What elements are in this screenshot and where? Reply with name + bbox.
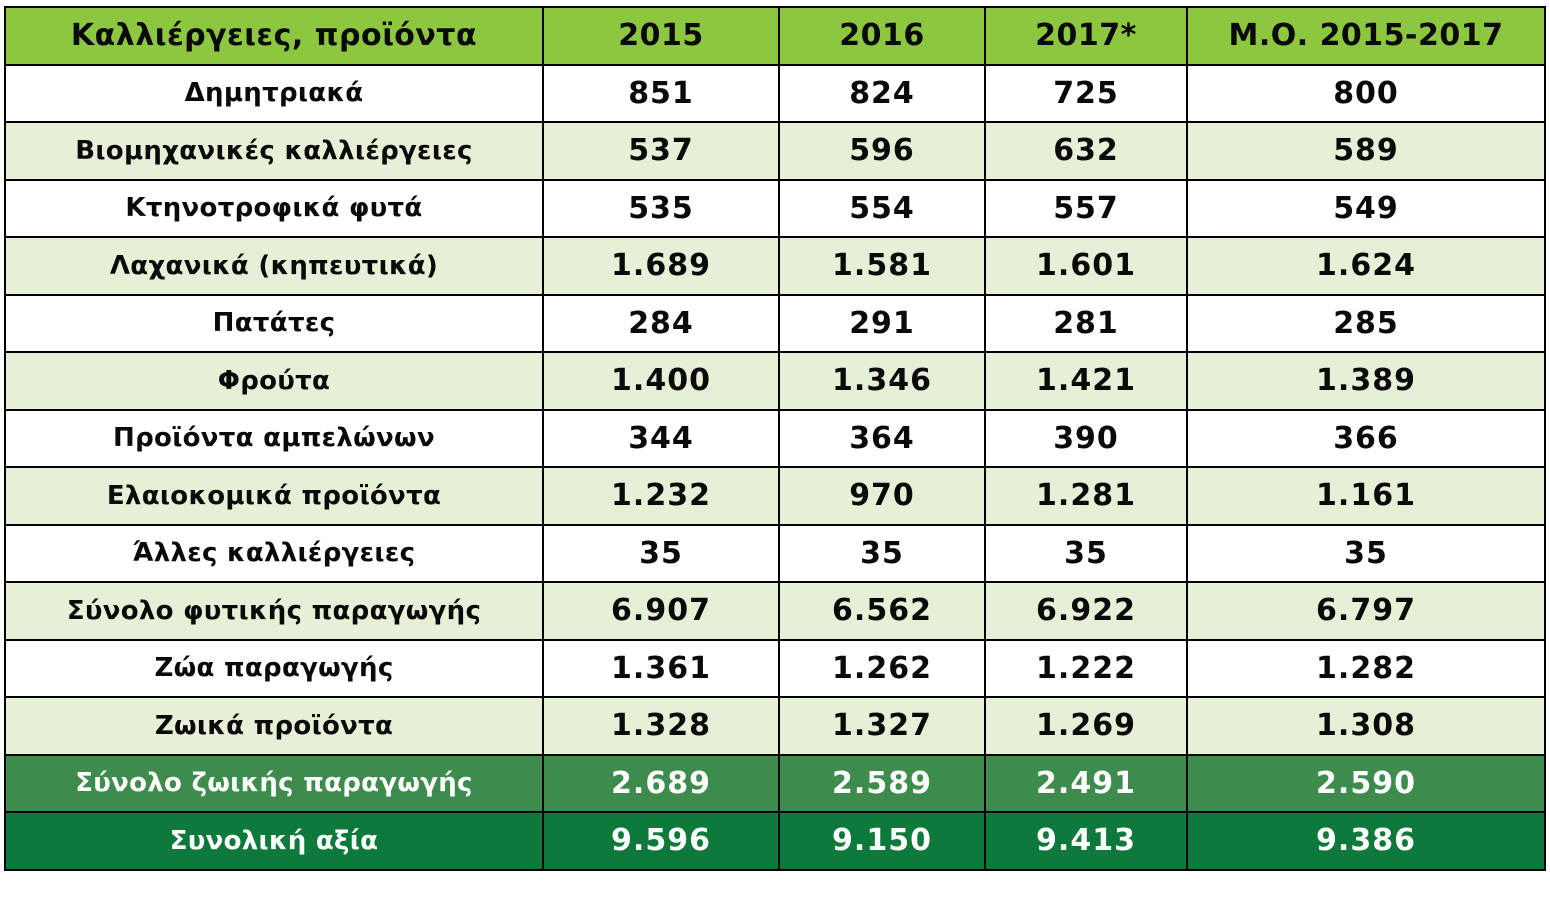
cell-2017: 1.281 bbox=[984, 466, 1188, 526]
cell-2017: 390 bbox=[984, 408, 1188, 468]
row-label: Σύνολο ζωικής παραγωγής bbox=[4, 753, 544, 813]
cell-2015: 1.328 bbox=[542, 696, 780, 756]
cell-2015: 851 bbox=[542, 63, 780, 123]
cell-2017: 632 bbox=[984, 121, 1188, 181]
table-row: Λαχανικά (κηπευτικά) 1.689 1.581 1.601 1… bbox=[4, 236, 1546, 296]
table-row: Φρούτα 1.400 1.346 1.421 1.389 bbox=[4, 351, 1546, 411]
row-label: Κτηνοτροφικά φυτά bbox=[4, 178, 544, 238]
cell-2016: 1.327 bbox=[778, 696, 986, 756]
cell-2015: 9.596 bbox=[542, 811, 780, 871]
row-label: Ζώα παραγωγής bbox=[4, 638, 544, 698]
cell-2017: 1.421 bbox=[984, 351, 1188, 411]
row-label: Συνολική αξία bbox=[4, 811, 544, 871]
cell-2015: 1.400 bbox=[542, 351, 780, 411]
cell-average: 9.386 bbox=[1186, 811, 1546, 871]
cell-average: 2.590 bbox=[1186, 753, 1546, 813]
cell-2016: 291 bbox=[778, 293, 986, 353]
header-2016: 2016 bbox=[778, 6, 986, 66]
cell-2016: 6.562 bbox=[778, 581, 986, 641]
cell-2016: 364 bbox=[778, 408, 986, 468]
cell-2016: 9.150 bbox=[778, 811, 986, 871]
row-label: Σύνολο φυτικής παραγωγής bbox=[4, 581, 544, 641]
cell-average: 589 bbox=[1186, 121, 1546, 181]
cell-2016: 970 bbox=[778, 466, 986, 526]
cell-2016: 554 bbox=[778, 178, 986, 238]
table-row: Σύνολο φυτικής παραγωγής 6.907 6.562 6.9… bbox=[4, 581, 1546, 641]
total-row: Συνολική αξία 9.596 9.150 9.413 9.386 bbox=[4, 811, 1546, 871]
data-table-container: Καλλιέργειες, προϊόντα 2015 2016 2017* Μ… bbox=[4, 6, 1546, 871]
table-row: Άλλες καλλιέργειες 35 35 35 35 bbox=[4, 523, 1546, 583]
cell-2016: 596 bbox=[778, 121, 986, 181]
row-label: Ελαιοκομικά προϊόντα bbox=[4, 466, 544, 526]
cell-2016: 1.581 bbox=[778, 236, 986, 296]
table-row: Δημητριακά 851 824 725 800 bbox=[4, 63, 1546, 123]
cell-average: 285 bbox=[1186, 293, 1546, 353]
cell-average: 366 bbox=[1186, 408, 1546, 468]
cell-average: 1.308 bbox=[1186, 696, 1546, 756]
cell-2016: 1.262 bbox=[778, 638, 986, 698]
row-label: Φρούτα bbox=[4, 351, 544, 411]
cell-average: 1.282 bbox=[1186, 638, 1546, 698]
cell-2016: 2.589 bbox=[778, 753, 986, 813]
cell-average: 1.389 bbox=[1186, 351, 1546, 411]
header-2017: 2017* bbox=[984, 6, 1188, 66]
table-row: Ελαιοκομικά προϊόντα 1.232 970 1.281 1.1… bbox=[4, 466, 1546, 526]
cell-2015: 6.907 bbox=[542, 581, 780, 641]
header-2015: 2015 bbox=[542, 6, 780, 66]
cell-2017: 35 bbox=[984, 523, 1188, 583]
row-label: Λαχανικά (κηπευτικά) bbox=[4, 236, 544, 296]
cell-2017: 2.491 bbox=[984, 753, 1188, 813]
subtotal-row: Σύνολο ζωικής παραγωγής 2.689 2.589 2.49… bbox=[4, 753, 1546, 813]
table-header-row: Καλλιέργειες, προϊόντα 2015 2016 2017* Μ… bbox=[4, 6, 1546, 66]
header-crops-products: Καλλιέργειες, προϊόντα bbox=[4, 6, 544, 66]
row-label: Προϊόντα αμπελώνων bbox=[4, 408, 544, 468]
cell-2015: 1.689 bbox=[542, 236, 780, 296]
production-value-table: Καλλιέργειες, προϊόντα 2015 2016 2017* Μ… bbox=[4, 6, 1546, 871]
cell-2017: 1.269 bbox=[984, 696, 1188, 756]
cell-2015: 537 bbox=[542, 121, 780, 181]
cell-2017: 6.922 bbox=[984, 581, 1188, 641]
row-label: Δημητριακά bbox=[4, 63, 544, 123]
cell-average: 549 bbox=[1186, 178, 1546, 238]
table-row: Ζώα παραγωγής 1.361 1.262 1.222 1.282 bbox=[4, 638, 1546, 698]
cell-2015: 35 bbox=[542, 523, 780, 583]
table-row: Προϊόντα αμπελώνων 344 364 390 366 bbox=[4, 408, 1546, 468]
cell-2017: 281 bbox=[984, 293, 1188, 353]
table-row: Ζωικά προϊόντα 1.328 1.327 1.269 1.308 bbox=[4, 696, 1546, 756]
table-row: Κτηνοτροφικά φυτά 535 554 557 549 bbox=[4, 178, 1546, 238]
cell-2015: 535 bbox=[542, 178, 780, 238]
cell-average: 1.161 bbox=[1186, 466, 1546, 526]
cell-2015: 1.232 bbox=[542, 466, 780, 526]
cell-2016: 35 bbox=[778, 523, 986, 583]
cell-2015: 344 bbox=[542, 408, 780, 468]
cell-2016: 824 bbox=[778, 63, 986, 123]
row-label: Άλλες καλλιέργειες bbox=[4, 523, 544, 583]
cell-average: 1.624 bbox=[1186, 236, 1546, 296]
row-label: Βιομηχανικές καλλιέργειες bbox=[4, 121, 544, 181]
table-row: Πατάτες 284 291 281 285 bbox=[4, 293, 1546, 353]
table-row: Βιομηχανικές καλλιέργειες 537 596 632 58… bbox=[4, 121, 1546, 181]
cell-2015: 2.689 bbox=[542, 753, 780, 813]
cell-average: 800 bbox=[1186, 63, 1546, 123]
cell-2017: 557 bbox=[984, 178, 1188, 238]
cell-average: 6.797 bbox=[1186, 581, 1546, 641]
cell-2015: 1.361 bbox=[542, 638, 780, 698]
cell-2017: 1.601 bbox=[984, 236, 1188, 296]
row-label: Ζωικά προϊόντα bbox=[4, 696, 544, 756]
cell-2015: 284 bbox=[542, 293, 780, 353]
cell-average: 35 bbox=[1186, 523, 1546, 583]
cell-2017: 1.222 bbox=[984, 638, 1188, 698]
cell-2017: 9.413 bbox=[984, 811, 1188, 871]
cell-2016: 1.346 bbox=[778, 351, 986, 411]
row-label: Πατάτες bbox=[4, 293, 544, 353]
cell-2017: 725 bbox=[984, 63, 1188, 123]
header-average: Μ.Ο. 2015-2017 bbox=[1186, 6, 1546, 66]
